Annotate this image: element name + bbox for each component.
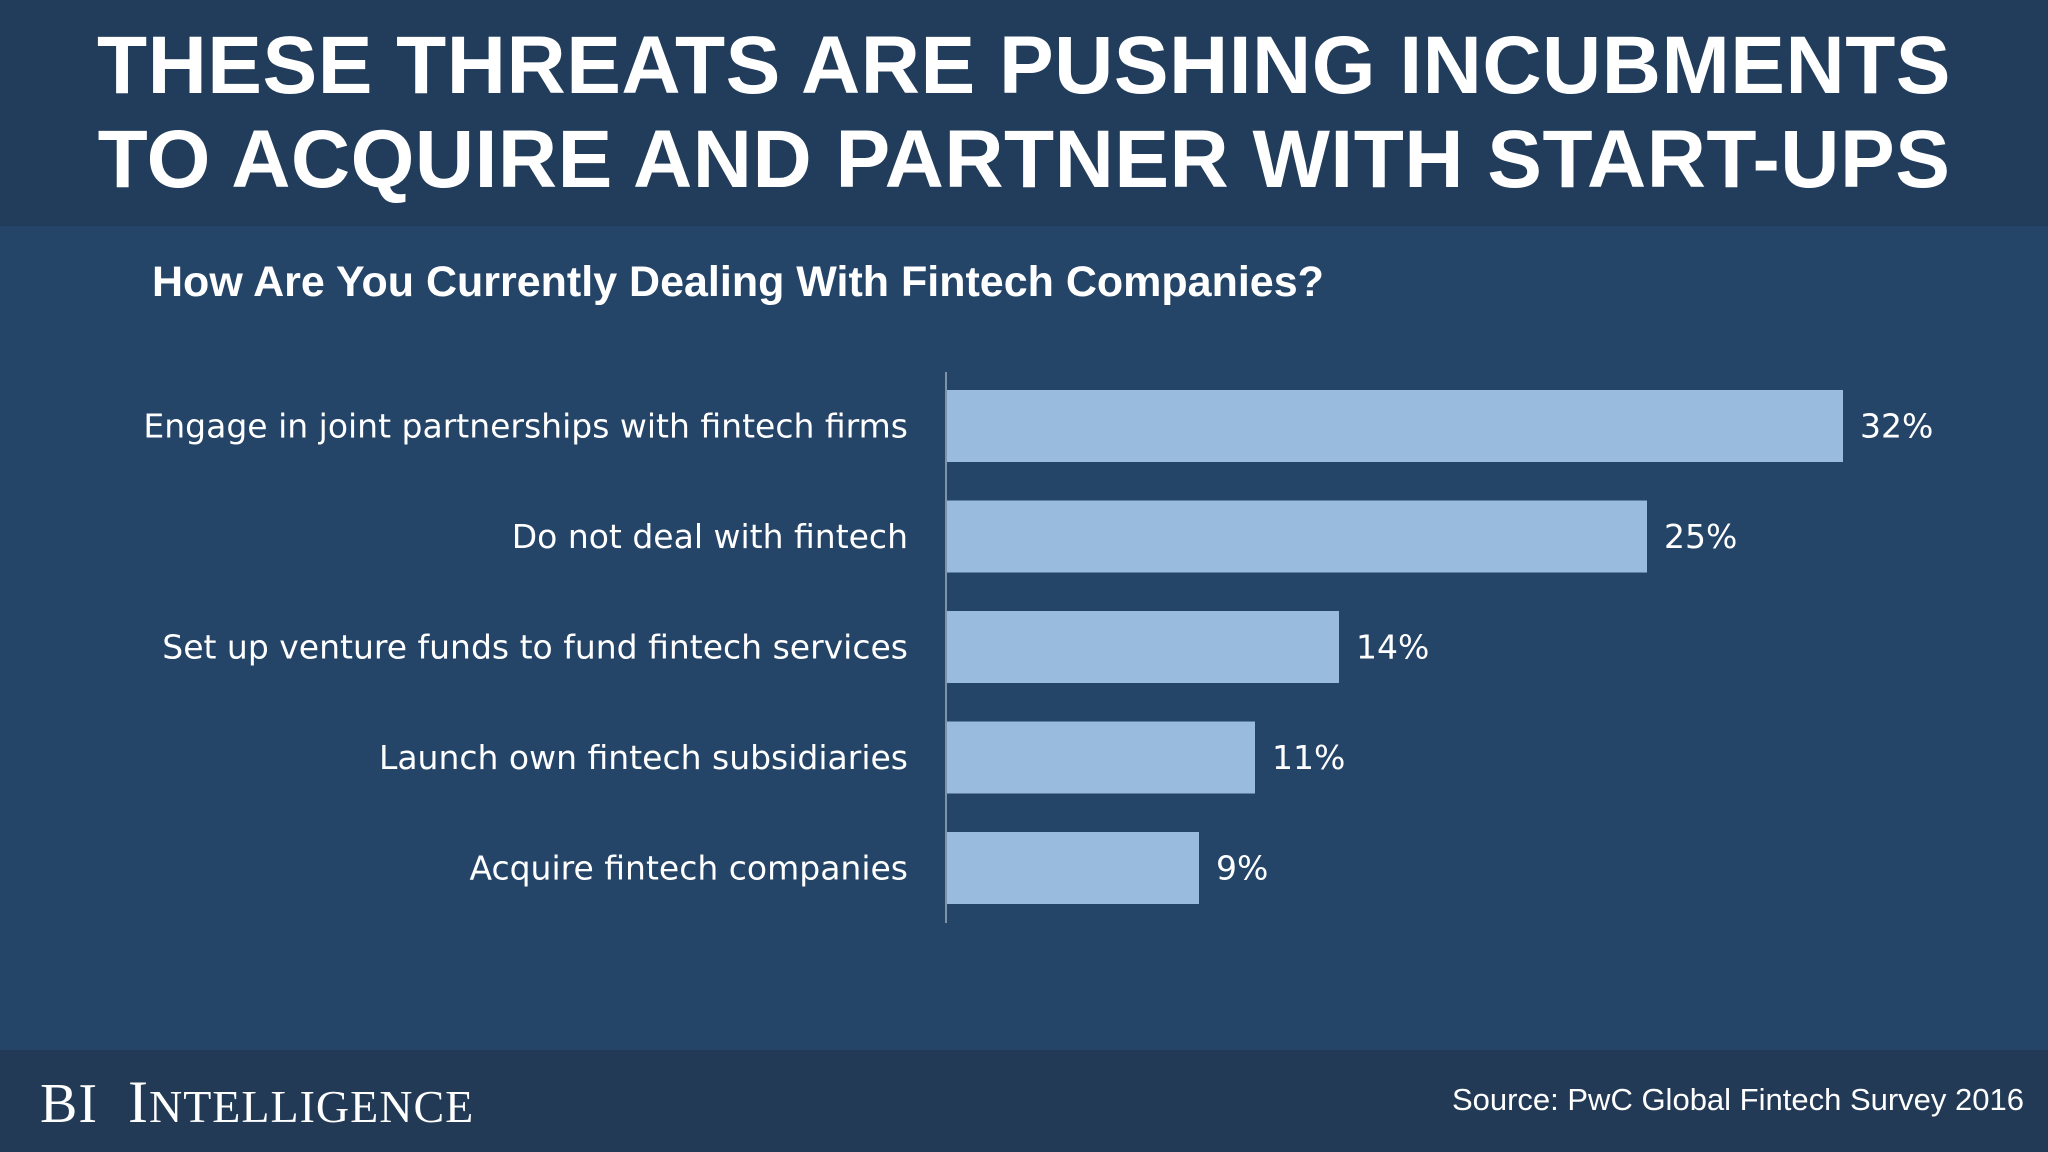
category-label: Acquire fintech companies xyxy=(469,849,908,888)
bar xyxy=(947,390,1843,462)
source-note: Source: PwC Global Fintech Survey 2016 xyxy=(1451,1082,2024,1117)
value-label: 11% xyxy=(1272,738,1345,777)
bi-intelligence-logo: BI INTELLIGENCE xyxy=(40,1070,474,1139)
category-label: Engage in joint partnerships with fintec… xyxy=(143,407,908,446)
category-label: Set up venture funds to fund fintech ser… xyxy=(162,628,908,667)
bar xyxy=(947,611,1339,683)
bar xyxy=(947,832,1199,904)
bar xyxy=(947,500,1647,573)
logo-initial: I xyxy=(128,1069,149,1135)
value-label: 32% xyxy=(1860,407,1933,446)
page-title-line-2: TO ACQUIRE AND PARTNER WITH START-UPS xyxy=(97,114,1951,205)
logo-bi: BI xyxy=(40,1073,98,1135)
value-label: 9% xyxy=(1216,849,1268,888)
header-band: THESE THREATS ARE PUSHING INCUBMENTS TO … xyxy=(0,0,2048,226)
page-title-line-1: THESE THREATS ARE PUSHING INCUBMENTS xyxy=(97,20,1951,111)
footer-band: BI INTELLIGENCE Source: PwC Global Fintec… xyxy=(0,1050,2048,1152)
bar xyxy=(947,721,1255,794)
category-label: Launch own fintech subsidiaries xyxy=(379,738,908,777)
category-label: Do not deal with fintech xyxy=(512,517,908,556)
value-label: 14% xyxy=(1356,628,1429,667)
logo-rest: NTELLIGENCE xyxy=(148,1081,475,1132)
chart-title: How Are You Currently Dealing With Finte… xyxy=(152,258,1324,306)
value-label: 25% xyxy=(1664,517,1737,556)
